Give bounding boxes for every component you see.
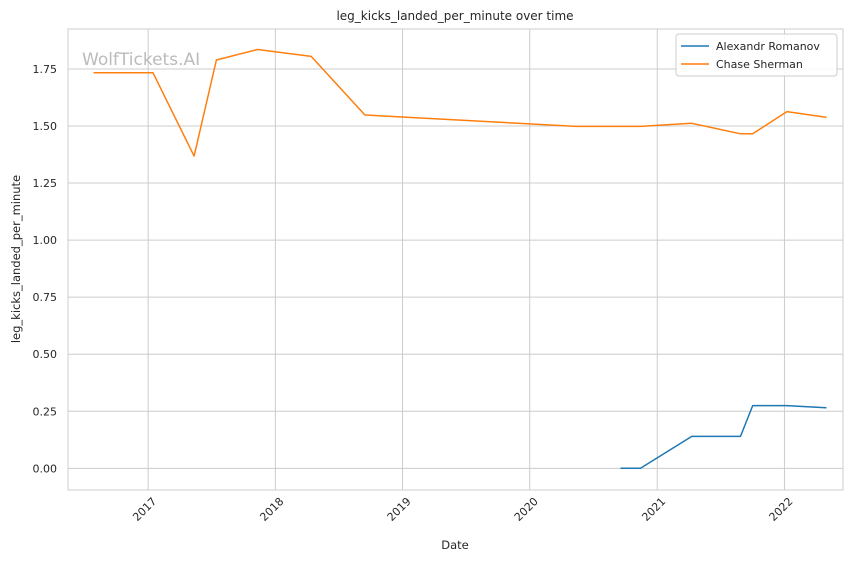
chart-title: leg_kicks_landed_per_minute over time	[336, 9, 573, 23]
legend-items: Alexandr Romanov Chase Sherman	[681, 40, 820, 71]
legend-box	[675, 33, 838, 77]
series-line-2	[93, 48, 827, 157]
legend-label-1: Alexandr Romanov	[716, 40, 820, 53]
y-axis-label: leg_kicks_landed_per_minute	[9, 175, 23, 343]
y-tick-label: 1.75	[33, 63, 58, 76]
watermark-text: WolfTickets.AI	[82, 50, 200, 70]
series-line-1	[620, 404, 827, 470]
y-tick-label: 1.00	[33, 234, 58, 247]
y-tick-label: 1.50	[33, 120, 58, 133]
y-tick-label: 0.25	[33, 405, 58, 418]
y-tick-label: 0.75	[33, 291, 58, 304]
y-tick-labels: 0.00 0.25 0.50 0.75 1.00 1.25 1.50 1.75	[33, 63, 58, 475]
x-axis-label: Date	[441, 538, 469, 552]
y-tick-label: 0.50	[33, 348, 58, 361]
plot-frame	[67, 28, 844, 491]
legend: Alexandr Romanov Chase Sherman	[675, 33, 838, 77]
y-tick-label: 1.25	[33, 177, 58, 190]
grid-lines	[68, 29, 843, 490]
y-tick-label: 0.00	[33, 462, 58, 475]
series-layer	[93, 48, 827, 470]
legend-label-2: Chase Sherman	[716, 58, 803, 71]
